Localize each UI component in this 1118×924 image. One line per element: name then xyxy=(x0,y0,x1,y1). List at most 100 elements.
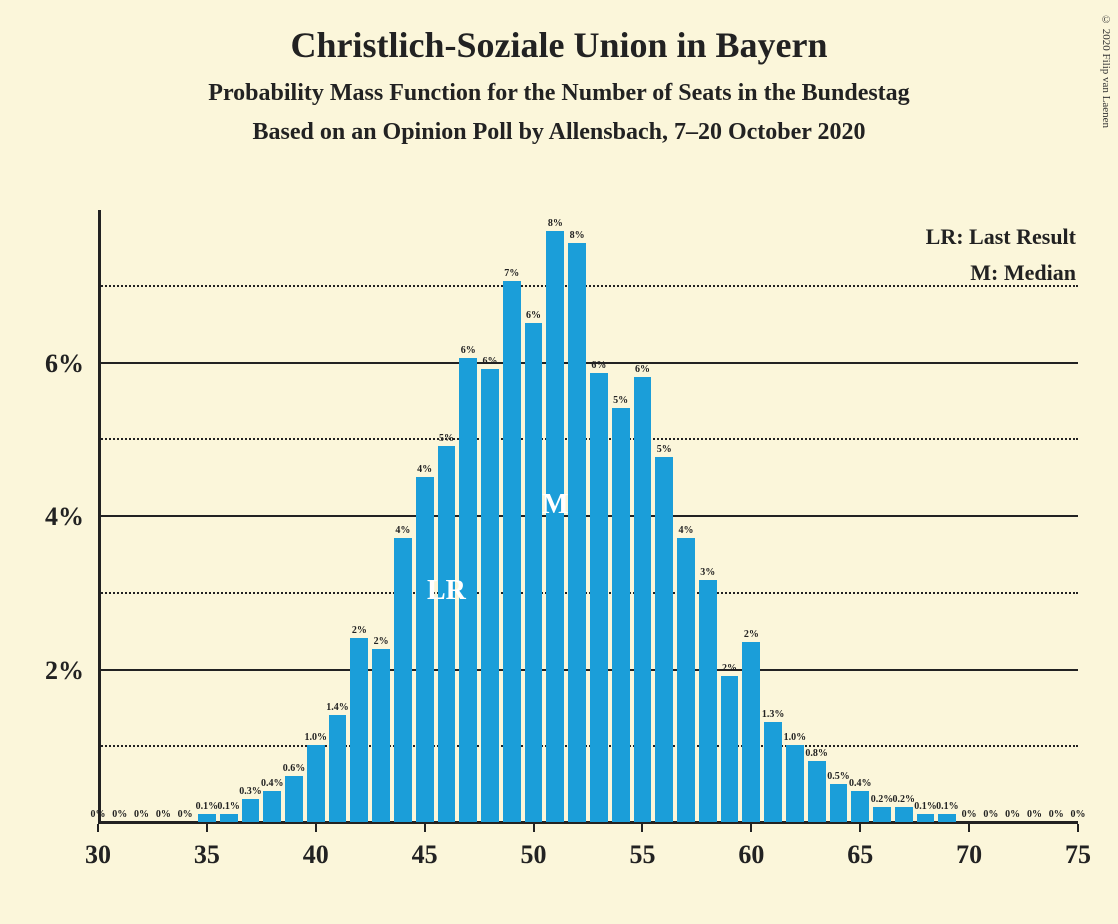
x-tick-label: 35 xyxy=(194,840,220,870)
bar xyxy=(416,477,434,822)
x-tick-mark xyxy=(315,824,317,832)
y-tick-label: 4% xyxy=(45,502,84,532)
x-tick-mark xyxy=(533,824,535,832)
bar-value-label: 2% xyxy=(352,625,367,636)
gridline-minor xyxy=(98,745,1078,747)
bar-value-label: 1.3% xyxy=(762,709,785,720)
bar xyxy=(481,369,499,822)
x-tick-label: 65 xyxy=(847,840,873,870)
x-tick-label: 70 xyxy=(956,840,982,870)
bar-value-label: 6% xyxy=(591,360,606,371)
bar xyxy=(198,814,216,822)
bar xyxy=(329,715,347,822)
bar-value-label: 6% xyxy=(635,364,650,375)
x-tick-label: 30 xyxy=(85,840,111,870)
bar-value-label: 0% xyxy=(91,809,106,820)
x-tick-label: 50 xyxy=(521,840,547,870)
bar xyxy=(677,538,695,822)
copyright-text: © 2020 Filip van Laenen xyxy=(1100,14,1112,128)
bar xyxy=(503,281,521,822)
chart-title: Christlich-Soziale Union in Bayern xyxy=(0,24,1118,66)
bar-value-label: 0% xyxy=(134,809,149,820)
bar-value-label: 0% xyxy=(1071,809,1086,820)
bar xyxy=(242,799,260,822)
title-block: Christlich-Soziale Union in Bayern Proba… xyxy=(0,0,1118,146)
bar xyxy=(263,791,281,822)
y-axis xyxy=(98,210,101,824)
bar xyxy=(655,457,673,822)
x-tick-mark xyxy=(1077,824,1079,832)
x-tick-mark xyxy=(859,824,861,832)
bar xyxy=(721,676,739,822)
bar-value-label: 6% xyxy=(461,345,476,356)
gridline-minor xyxy=(98,285,1078,287)
x-tick-mark xyxy=(424,824,426,832)
bar xyxy=(220,814,238,822)
median-marker: M xyxy=(542,489,568,521)
last-result-marker: LR xyxy=(427,575,466,607)
bar-value-label: 0.1% xyxy=(196,801,219,812)
bar-value-label: 2% xyxy=(722,663,737,674)
bar xyxy=(786,745,804,822)
bar-value-label: 0.1% xyxy=(217,801,240,812)
bar-value-label: 0.4% xyxy=(261,778,284,789)
bar xyxy=(546,231,564,822)
chart-subtitle-2: Based on an Opinion Poll by Allensbach, … xyxy=(0,119,1118,146)
gridline-major xyxy=(98,515,1078,517)
x-tick-mark xyxy=(641,824,643,832)
bar-value-label: 0% xyxy=(962,809,977,820)
gridline-minor xyxy=(98,438,1078,440)
bar xyxy=(895,807,913,822)
bar-value-label: 0.2% xyxy=(871,794,894,805)
gridline-major xyxy=(98,669,1078,671)
bar-value-label: 0% xyxy=(1027,809,1042,820)
bar xyxy=(634,377,652,822)
bar xyxy=(830,784,848,822)
bar-value-label: 0.3% xyxy=(239,786,262,797)
x-tick-label: 45 xyxy=(412,840,438,870)
bar-value-label: 0% xyxy=(156,809,171,820)
bar-value-label: 4% xyxy=(679,525,694,536)
x-tick-mark xyxy=(97,824,99,832)
y-tick-label: 2% xyxy=(45,656,84,686)
x-tick-label: 75 xyxy=(1065,840,1091,870)
bar-value-label: 0% xyxy=(112,809,127,820)
bar xyxy=(699,580,717,822)
bar xyxy=(873,807,891,822)
bar-value-label: 0% xyxy=(1005,809,1020,820)
bar xyxy=(394,538,412,822)
bar xyxy=(590,373,608,822)
bar-value-label: 1.0% xyxy=(784,732,807,743)
bar xyxy=(808,761,826,822)
bar xyxy=(938,814,956,822)
gridline-major xyxy=(98,362,1078,364)
bar-value-label: 3% xyxy=(700,567,715,578)
bar-value-label: 0% xyxy=(178,809,193,820)
bar-value-label: 2% xyxy=(374,636,389,647)
bar-value-label: 5% xyxy=(613,395,628,406)
bar-value-label: 0.5% xyxy=(827,771,850,782)
bar-value-label: 8% xyxy=(548,218,563,229)
bar-value-label: 1.0% xyxy=(305,732,328,743)
bar-value-label: 5% xyxy=(657,444,672,455)
x-tick-mark xyxy=(750,824,752,832)
bar-value-label: 4% xyxy=(417,464,432,475)
bar xyxy=(568,243,586,822)
x-tick-label: 60 xyxy=(738,840,764,870)
bar-value-label: 6% xyxy=(526,310,541,321)
bar xyxy=(525,323,543,822)
bar-value-label: 0% xyxy=(983,809,998,820)
bar-value-label: 1.4% xyxy=(326,702,349,713)
bar-value-label: 4% xyxy=(395,525,410,536)
x-tick-mark xyxy=(968,824,970,832)
bar xyxy=(372,649,390,822)
bar-value-label: 0.4% xyxy=(849,778,872,789)
bar xyxy=(438,446,456,822)
bar-value-label: 0.8% xyxy=(805,748,828,759)
bar-value-label: 5% xyxy=(439,433,454,444)
gridline-minor xyxy=(98,592,1078,594)
x-tick-label: 40 xyxy=(303,840,329,870)
x-tick-label: 55 xyxy=(629,840,655,870)
bar-value-label: 0.6% xyxy=(283,763,306,774)
bar xyxy=(307,745,325,822)
